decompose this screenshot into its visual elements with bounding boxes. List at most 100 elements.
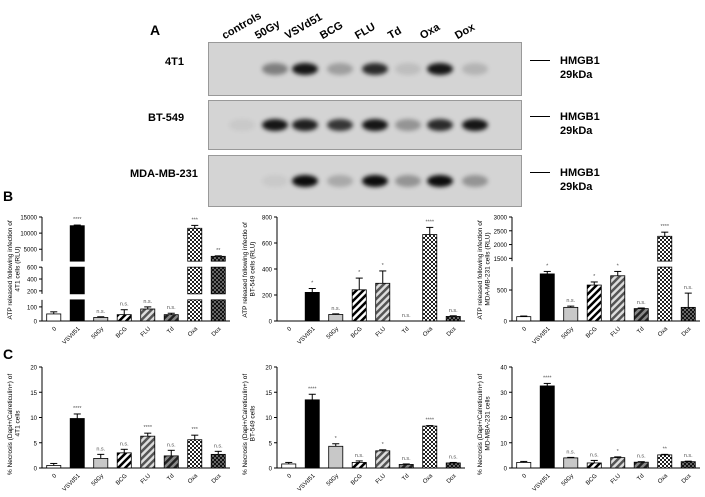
- bar: [140, 308, 156, 322]
- x-tick-label: Td: [401, 326, 410, 335]
- y-tick-label: 20: [30, 366, 37, 372]
- bar: [398, 464, 414, 469]
- bar: [633, 461, 649, 469]
- y-tick-label: 10: [500, 441, 507, 447]
- blot-band: [292, 63, 318, 75]
- x-tick-label: Dox: [211, 473, 223, 485]
- y-axis-label: % Necrosis (Dapi+/Calreticulin+) of BT-5…: [242, 372, 257, 475]
- bar: [586, 284, 602, 322]
- y-tick-label: 200: [27, 289, 38, 295]
- blot-band: [462, 119, 488, 131]
- lane-label: Td: [386, 24, 404, 42]
- significance-label: ****: [660, 224, 669, 230]
- bar: [210, 299, 226, 322]
- bar: [375, 282, 391, 322]
- y-tick-label: 100: [27, 305, 38, 311]
- significance-label: *: [382, 442, 385, 448]
- bar: [210, 453, 226, 469]
- bar: [93, 458, 109, 469]
- lane-label: VSVd51: [283, 11, 325, 42]
- blot-band: [427, 175, 453, 187]
- y-tick-label: 600: [262, 242, 273, 248]
- y-tick-label: 40: [500, 366, 507, 372]
- significance-label: ****: [73, 217, 82, 223]
- marker-name: HMGB1: [560, 55, 600, 67]
- bar-chart: 0 10 20 30 40 % Necrosis (Dapi+/Calreticulin+…: [477, 366, 700, 493]
- blot-band: [229, 175, 255, 187]
- significance-label: n.s.: [684, 285, 693, 291]
- bar-chart: 0 5 10 15 20 % Necrosis (Dapi+/Calreticulin+)…: [7, 366, 230, 493]
- significance-label: n.s.: [637, 300, 646, 306]
- y-axis-label-line: ATP released following infection of: [7, 219, 14, 320]
- blot-band: [362, 175, 388, 187]
- x-tick-label: VSVd51: [532, 326, 552, 346]
- bar: [516, 316, 532, 322]
- x-tick-label: 0: [52, 473, 59, 480]
- marker-line: [530, 116, 550, 117]
- significance-label: n.s.: [167, 305, 176, 311]
- significance-label: **: [216, 248, 221, 254]
- bar: [657, 266, 673, 322]
- y-tick-label: 0: [34, 320, 38, 326]
- x-tick-label: Dox: [681, 326, 693, 338]
- y-tick-label: 200: [262, 294, 273, 300]
- significance-label: n.s.: [449, 454, 458, 460]
- y-axis-label-line: % Necrosis (Dapi+/Calreticulin+) of: [7, 372, 14, 475]
- panel-label-c: C: [3, 346, 14, 362]
- bar-chart: 0 200 400 600 800 ATP released following infe…: [242, 216, 465, 346]
- significance-label: n.s.: [120, 441, 129, 447]
- x-tick-label: Oxa: [422, 326, 434, 338]
- y-tick-label: 15: [265, 391, 272, 397]
- x-tick-label: BCG: [585, 473, 599, 487]
- significance-label: n.s.: [449, 308, 458, 314]
- x-tick-label: FLU: [610, 326, 622, 338]
- y-axis-label-line: 4T1 cells (RLU): [15, 246, 22, 291]
- bar: [610, 457, 626, 469]
- y-tick-label: 400: [27, 278, 38, 284]
- significance-label: n.s.: [96, 309, 105, 315]
- x-tick-label: VSVd51: [62, 473, 82, 493]
- x-tick-label: VSVd51: [297, 326, 317, 346]
- blot-band: [427, 119, 453, 131]
- bar: [210, 255, 226, 262]
- y-tick-label: 0: [269, 467, 273, 473]
- significance-label: n.s.: [637, 454, 646, 460]
- bar: [657, 454, 673, 469]
- x-tick-label: Dox: [681, 473, 693, 485]
- x-tick-label: FLU: [140, 326, 152, 338]
- significance-label: *: [382, 263, 385, 269]
- x-tick-label: Td: [401, 473, 410, 482]
- significance-label: n.s.: [355, 453, 364, 459]
- bar: [375, 450, 391, 469]
- x-tick-label: VSVd51: [62, 326, 82, 346]
- bar: [69, 225, 85, 262]
- y-axis-label: ATP released following infection of 4T1 …: [7, 219, 22, 320]
- x-tick-label: 0: [52, 326, 59, 333]
- significance-label: ***: [192, 427, 199, 433]
- marker-name: HMGB1: [560, 111, 600, 123]
- bar: [610, 275, 626, 322]
- x-tick-label: Dox: [446, 326, 458, 338]
- significance-label: n.s.: [120, 302, 129, 308]
- x-tick-label: VSVd51: [532, 473, 552, 493]
- significance-label: ****: [143, 425, 152, 431]
- x-tick-label: BCG: [350, 326, 364, 340]
- y-tick-label: 1500: [494, 257, 508, 263]
- lane-label: Oxa: [418, 21, 443, 42]
- y-axis-label: % Necrosis (Dapi+/Calreticulin+) of MD-M…: [477, 372, 492, 475]
- y-tick-label: 10000: [20, 232, 37, 238]
- y-axis-label: % Necrosis (Dapi+/Calreticulin+) of 4T1 …: [7, 372, 22, 475]
- bar: [516, 462, 532, 469]
- bar: [304, 292, 320, 322]
- bar: [445, 462, 461, 469]
- significance-label: n.s.: [214, 443, 223, 449]
- y-tick-label: 5: [269, 441, 273, 447]
- significance-label: ****: [425, 219, 434, 225]
- y-tick-label: 600: [27, 266, 38, 272]
- significance-label: ****: [308, 386, 317, 392]
- bar: [163, 314, 179, 322]
- blot-band: [362, 119, 388, 131]
- marker-label: HMGB1 29kDa: [560, 110, 600, 138]
- y-axis-label: ATP released following infectio of BT-54…: [242, 220, 257, 317]
- x-tick-label: BCG: [115, 473, 129, 487]
